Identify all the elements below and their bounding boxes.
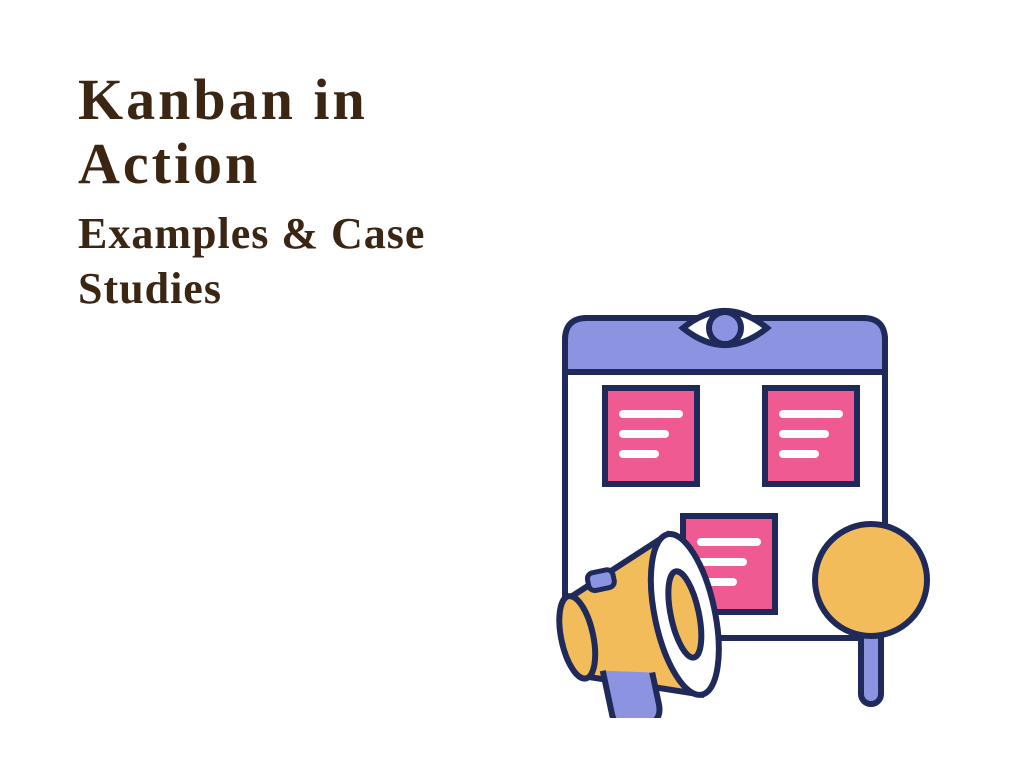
magnifier-icon <box>815 524 927 704</box>
sticky-note <box>765 388 857 484</box>
sticky-note <box>605 388 697 484</box>
kanban-illustration <box>495 288 955 718</box>
title-line-1: Kanban in <box>78 67 368 132</box>
eye-icon <box>683 311 767 345</box>
page-subtitle: Examples & Case Studies <box>78 206 425 316</box>
page-title: Kanban in Action <box>78 68 425 196</box>
title-block: Kanban in Action Examples & Case Studies <box>78 68 425 316</box>
title-line-2: Action <box>78 131 260 196</box>
subtitle-line-2: Studies <box>78 264 222 313</box>
subtitle-line-1: Examples & Case <box>78 209 425 258</box>
